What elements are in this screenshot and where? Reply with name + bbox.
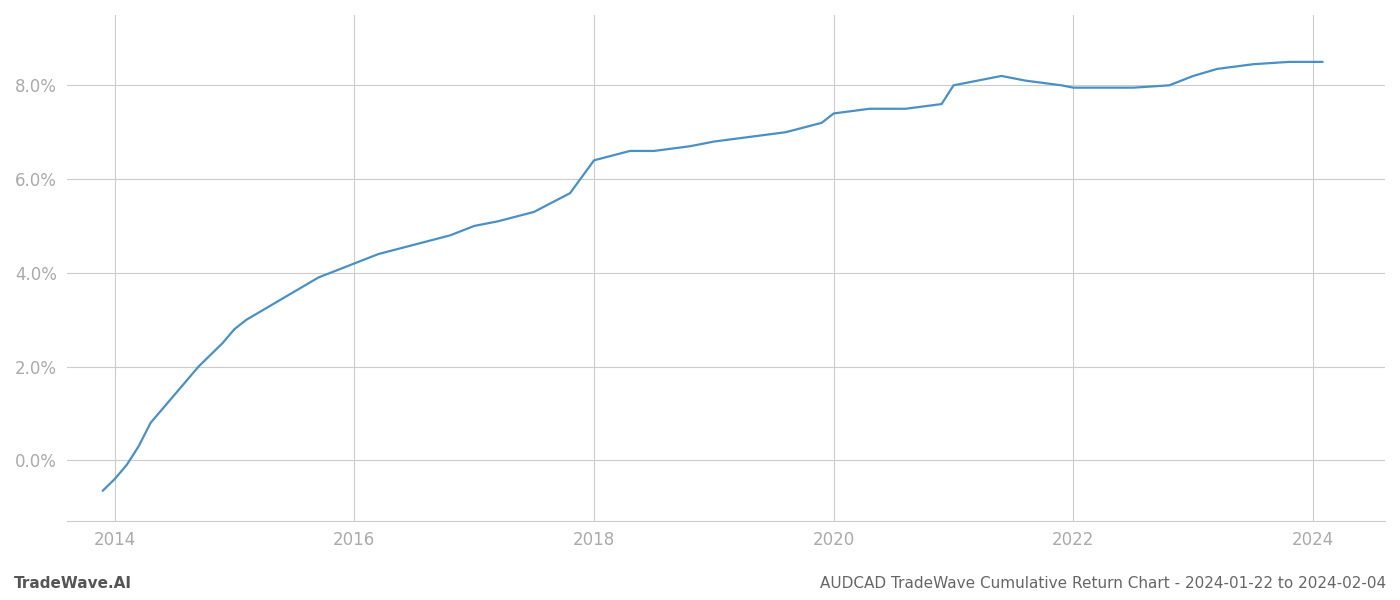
Text: TradeWave.AI: TradeWave.AI [14,576,132,591]
Text: AUDCAD TradeWave Cumulative Return Chart - 2024-01-22 to 2024-02-04: AUDCAD TradeWave Cumulative Return Chart… [820,576,1386,591]
